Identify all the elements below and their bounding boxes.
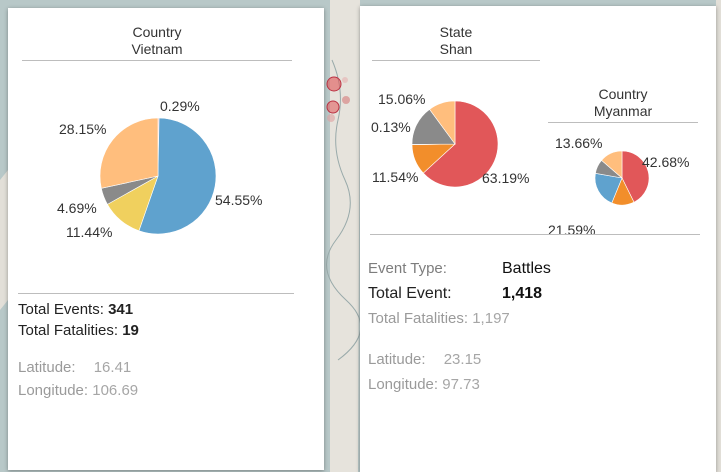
shan-longitude-label: Longitude:	[368, 376, 439, 393]
vietnam-pct-label: 0.29%	[160, 98, 200, 114]
vietnam-pct-label: 54.55%	[215, 192, 262, 208]
longitude-label: Longitude:	[18, 382, 89, 399]
map-event-marker[interactable]	[327, 114, 335, 122]
map-event-marker[interactable]	[326, 100, 340, 114]
shan-pct-label: 0.13%	[371, 119, 411, 135]
shan-latitude-value: 23.15	[443, 351, 482, 368]
shan-total-fatalities-label: Total Fatalities:	[368, 310, 469, 327]
total-events-label: Total Events:	[18, 301, 104, 318]
shan-header-rule	[372, 60, 540, 61]
myanmar-pct-label: 21.59%	[548, 222, 595, 238]
myanmar-pct-label: 13.66%	[555, 135, 602, 151]
event-type-row: Event Type: Battles	[368, 260, 551, 278]
myanmar-pie-slice[interactable]	[601, 150, 623, 179]
vietnam-tooltip: Country Vietnam 0.29% 54.55% 11.44% 4.69…	[8, 8, 324, 470]
total-event-row: Total Event: 1,418	[368, 285, 542, 303]
total-fatalities-label: Total Fatalities:	[18, 322, 119, 339]
shan-total-fatalities-row: Total Fatalities: 1,197	[368, 310, 510, 328]
shan-divider	[370, 234, 700, 235]
vietnam-header-rule	[22, 60, 292, 61]
longitude-value: 106.69	[92, 382, 139, 399]
shan-latitude-row: Latitude: 23.15	[368, 351, 481, 369]
myanmar-pie-slice[interactable]	[594, 172, 623, 204]
event-type-label: Event Type:	[368, 260, 447, 277]
shan-header-value: Shan	[439, 41, 473, 57]
shan-pie-slice[interactable]	[422, 100, 499, 188]
myanmar-header: Country Myanmar	[548, 86, 698, 123]
vietnam-latitude-row: Latitude: 16.41	[18, 359, 131, 377]
map-event-marker[interactable]	[326, 76, 342, 92]
vietnam-longitude-row: Longitude: 106.69	[18, 382, 138, 400]
vietnam-pct-label: 28.15%	[59, 121, 106, 137]
myanmar-header-rule	[548, 122, 698, 123]
map-event-marker[interactable]	[342, 96, 350, 104]
shan-header-label: State	[439, 24, 473, 40]
vietnam-pct-label: 11.44%	[66, 224, 112, 240]
shan-pct-label: 63.19%	[482, 170, 529, 186]
shan-longitude-value: 97.73	[442, 376, 480, 393]
shan-header: State Shan	[372, 24, 540, 61]
shan-pie-slice[interactable]	[429, 100, 456, 145]
vietnam-pct-label: 4.69%	[57, 200, 97, 216]
shan-longitude-row: Longitude: 97.73	[368, 376, 480, 394]
total-events-value: 341	[108, 301, 134, 318]
myanmar-header-label: Country	[598, 86, 648, 102]
shan-pct-label: 11.54%	[372, 169, 418, 185]
vietnam-header: Country Vietnam	[22, 24, 292, 61]
vietnam-header-value: Vietnam	[131, 41, 183, 57]
latitude-value: 16.41	[93, 359, 132, 376]
shan-tooltip: State Shan 63.19% 11.54% 0.13% 15.06% Co…	[360, 6, 716, 472]
myanmar-pct-label: 42.68%	[642, 154, 689, 170]
latitude-label: Latitude:	[18, 359, 76, 376]
vietnam-divider	[18, 293, 294, 294]
map-event-marker[interactable]	[342, 77, 348, 83]
myanmar-pie-chart[interactable]: 42.68% 21.59% 13.66%	[360, 6, 716, 238]
vietnam-total-fatalities-row: Total Fatalities: 19	[18, 322, 139, 340]
shan-latitude-label: Latitude:	[368, 351, 426, 368]
shan-total-fatalities-value: 1,197	[472, 310, 510, 327]
vietnam-pie-slice[interactable]	[99, 117, 159, 189]
myanmar-header-value: Myanmar	[593, 103, 653, 119]
vietnam-pie-chart[interactable]: 0.29% 54.55% 11.44% 4.69% 28.15%	[8, 8, 324, 288]
myanmar-pie-slice[interactable]	[621, 150, 650, 203]
total-fatalities-value: 19	[122, 322, 139, 339]
shan-pct-label: 15.06%	[378, 91, 425, 107]
event-type-value: Battles	[502, 260, 551, 277]
vietnam-total-events-row: Total Events: 341	[18, 301, 133, 319]
total-event-label: Total Event:	[368, 285, 452, 302]
vietnam-pie-slice[interactable]	[138, 117, 217, 235]
vietnam-header-label: Country	[132, 24, 182, 40]
shan-pie-chart[interactable]: 63.19% 11.54% 0.13% 15.06%	[360, 6, 550, 236]
total-event-value: 1,418	[502, 285, 543, 302]
